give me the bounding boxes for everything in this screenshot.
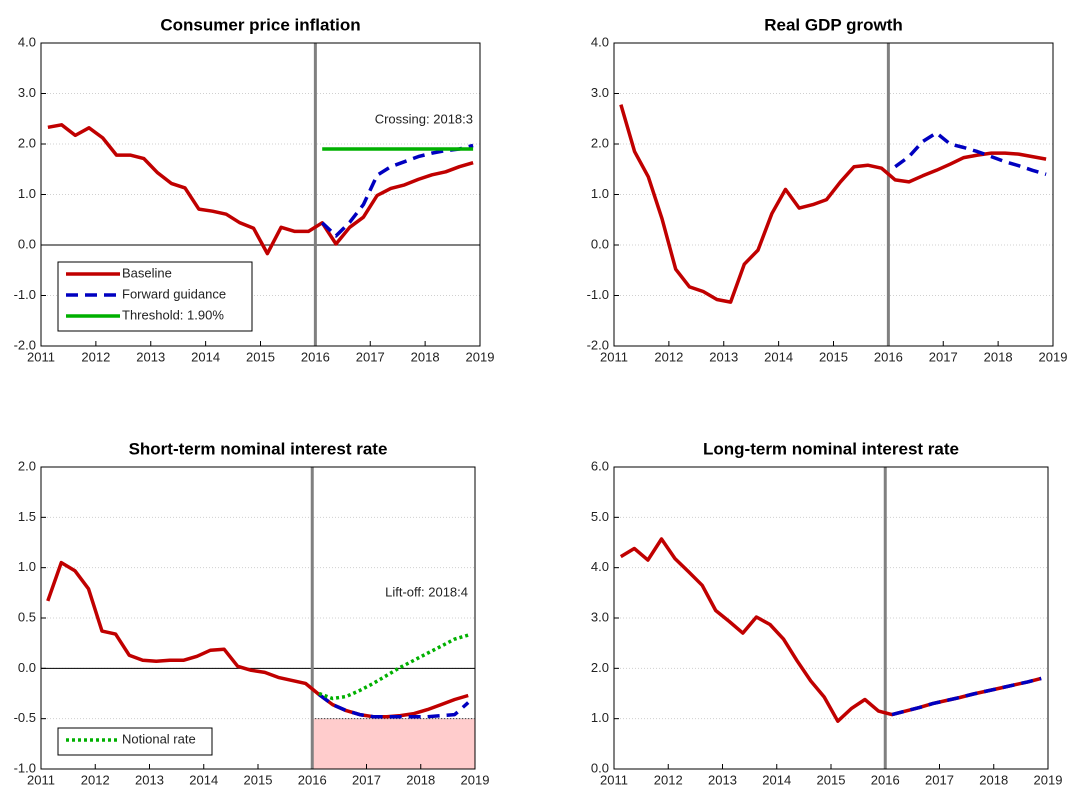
x-tick-label: 2016 [301, 349, 330, 364]
x-tick-label: 2016 [874, 349, 903, 364]
series-line [317, 693, 470, 719]
chart-title: Short-term nominal interest rate [129, 439, 388, 458]
x-tick-label: 2017 [352, 772, 381, 787]
legend-box [57, 727, 213, 756]
x-tick-label: 2018 [984, 349, 1013, 364]
x-tick-label: 2017 [929, 349, 958, 364]
series-line [619, 537, 1042, 723]
y-tick-label: 4.0 [18, 34, 36, 49]
y-tick-label: 4.0 [591, 559, 609, 574]
legend-label: Threshold: 1.90% [122, 307, 224, 322]
y-tick-label: 3.0 [591, 85, 609, 100]
y-tick-label: 1.0 [591, 710, 609, 725]
x-tick-label: 2019 [466, 349, 495, 364]
series-line [47, 123, 474, 256]
y-tick-label: 0.0 [18, 236, 36, 251]
y-tick-label: 3.0 [18, 85, 36, 100]
x-tick-label: 2012 [81, 772, 110, 787]
chart-title: Consumer price inflation [160, 15, 360, 34]
x-tick-label: 2013 [708, 772, 737, 787]
x-tick-label: 2011 [27, 772, 55, 787]
y-tick-label: 0.0 [591, 236, 609, 251]
y-tick-label: 1.0 [591, 186, 609, 201]
series-line [318, 633, 469, 701]
x-tick-label: 2018 [979, 772, 1008, 787]
y-tick-label: -0.5 [14, 710, 36, 725]
y-tick-label: 2.0 [591, 660, 609, 675]
y-tick-label: 1.0 [18, 186, 36, 201]
y-tick-label: 0.5 [18, 609, 36, 624]
x-tick-label: 2014 [191, 349, 220, 364]
plot-frame [613, 466, 1049, 770]
x-tick-label: 2011 [27, 349, 55, 364]
y-tick-label: 3.0 [591, 609, 609, 624]
annotation: Lift-off: 2018:4 [385, 584, 468, 599]
y-tick-label: 4.0 [591, 34, 609, 49]
chart-title: Long-term nominal interest rate [703, 439, 959, 458]
x-tick-label: 2013 [709, 349, 738, 364]
legend-label: Baseline [122, 265, 172, 280]
x-tick-label: 2016 [871, 772, 900, 787]
x-tick-label: 2015 [819, 349, 848, 364]
y-tick-label: 1.0 [18, 559, 36, 574]
plot-frame [40, 42, 481, 347]
x-tick-label: 2019 [1034, 772, 1063, 787]
x-tick-label: 2012 [654, 349, 683, 364]
legend-label: Notional rate [122, 731, 196, 746]
y-tick-label: 0.0 [18, 660, 36, 675]
chart-title: Real GDP growth [764, 15, 903, 34]
y-tick-label: 5.0 [591, 509, 609, 524]
x-tick-label: 2015 [246, 349, 275, 364]
x-tick-label: 2018 [406, 772, 435, 787]
x-tick-label: 2013 [135, 772, 164, 787]
x-tick-label: 2014 [762, 772, 791, 787]
x-tick-label: 2019 [1039, 349, 1068, 364]
y-tick-label: -1.0 [14, 760, 36, 775]
x-tick-label: 2015 [817, 772, 846, 787]
y-tick-label: -1.0 [587, 287, 609, 302]
y-tick-label: 2.0 [18, 458, 36, 473]
y-tick-label: 6.0 [591, 458, 609, 473]
y-tick-label: -2.0 [14, 337, 36, 352]
x-tick-label: 2017 [925, 772, 954, 787]
x-tick-label: 2012 [81, 349, 110, 364]
x-tick-label: 2014 [189, 772, 218, 787]
x-tick-label: 2013 [136, 349, 165, 364]
plot-frame [613, 42, 1054, 347]
x-tick-label: 2012 [654, 772, 683, 787]
series-line [619, 104, 1047, 304]
x-tick-label: 2019 [461, 772, 490, 787]
x-tick-label: 2011 [600, 349, 628, 364]
series-line [320, 143, 474, 238]
x-tick-label: 2017 [356, 349, 385, 364]
legend-label: Forward guidance [122, 286, 226, 301]
series-line [891, 676, 1042, 717]
plot-frame [40, 466, 476, 770]
y-tick-label: 1.5 [18, 509, 36, 524]
x-tick-label: 2014 [764, 349, 793, 364]
y-tick-label: 2.0 [591, 135, 609, 150]
x-tick-label: 2015 [244, 772, 273, 787]
y-tick-label: 0.0 [591, 760, 609, 775]
annotation: Crossing: 2018:3 [375, 111, 473, 126]
y-tick-label: -1.0 [14, 287, 36, 302]
x-tick-label: 2018 [411, 349, 440, 364]
x-tick-label: 2016 [298, 772, 327, 787]
y-tick-label: 2.0 [18, 135, 36, 150]
y-tick-label: -2.0 [587, 337, 609, 352]
x-tick-label: 2011 [600, 772, 628, 787]
shaded-region [312, 718, 475, 769]
